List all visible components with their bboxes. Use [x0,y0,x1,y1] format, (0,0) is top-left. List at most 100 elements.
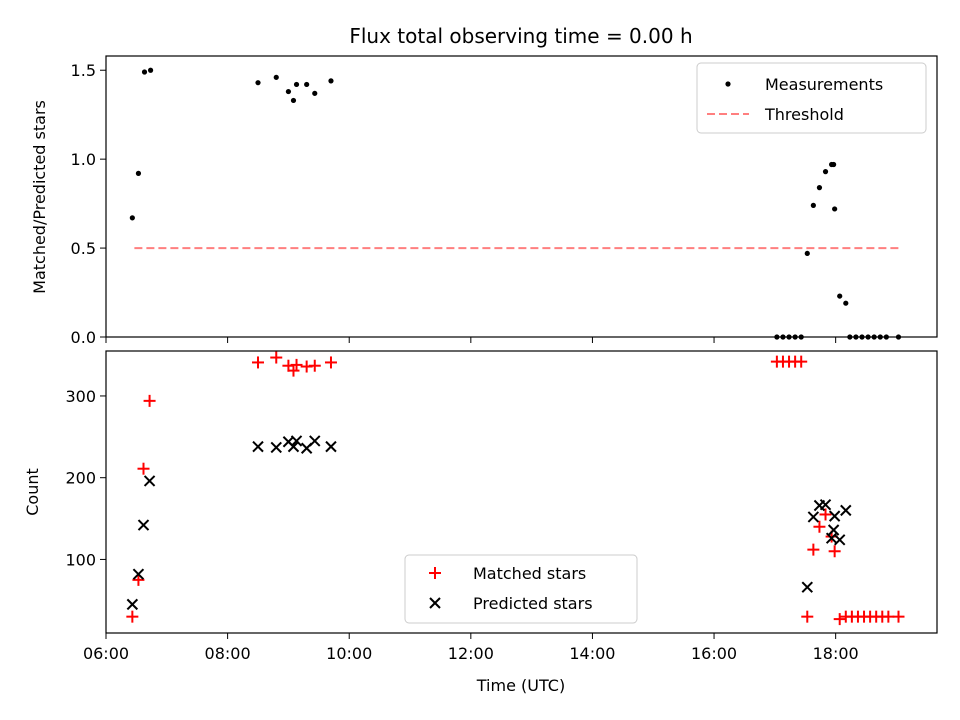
measurement-point [832,206,838,212]
bottom-legend: Matched stars Predicted stars [404,554,638,624]
predicted-star-point [126,598,139,611]
legend-threshold-label: Threshold [764,105,844,124]
matched-star-point [270,351,283,364]
bottom-x-tick-label: 06:00 [83,644,129,663]
predicted-star-stroke-b [143,475,156,487]
top-axes-frame [105,55,938,338]
predicted-star-point [827,524,840,536]
chart-title: Flux total observing time = 0.00 h [349,24,692,48]
top-plot-area: 0.0 0.5 1.0 1.5 [71,61,902,347]
predicted-star-point [834,534,846,546]
bottom-y-tick-label: 100 [65,550,96,569]
predicted-star-stroke-b [801,581,813,593]
top-y-tick-label: 0.0 [71,328,96,347]
legend-predicted-marker [429,597,441,609]
matched-star-point [252,356,265,369]
measurement-point [843,300,849,306]
bottom-y-tick-label: 200 [65,469,96,488]
bottom-x-tick-label: 16:00 [691,644,737,663]
matched-star-point [807,543,820,556]
predicted-star-stroke-b [137,519,150,531]
bottom-y-axis-label: Count [23,468,42,516]
predicted-star-stroke-b [126,598,139,611]
predicted-star-point [325,440,337,453]
predicted-star-point [270,441,282,454]
matched-star-point [813,520,826,533]
measurement-point [141,69,148,75]
legend-predicted-label: Predicted stars [473,594,593,613]
predicted-star-stroke-b [834,534,846,546]
bottom-x-tick-label: 10:00 [326,644,372,663]
legend-measurements-label: Measurements [765,75,883,94]
measurement-point [804,250,810,257]
bottom-y-tick-label: 300 [65,387,96,406]
x-axis-label: Time (UTC) [476,676,565,695]
matched-star-point [324,356,337,369]
legend-measurements-marker [725,81,731,87]
matched-star-point [882,610,895,623]
predicted-star-point [819,498,832,511]
bottom-legend-box [404,554,638,624]
bottom-x-tick-label: 08:00 [205,644,251,663]
predicted-star-stroke-b [819,498,832,511]
legend-matched-label: Matched stars [473,564,586,583]
measurement-point [822,169,829,175]
predicted-star-point [287,440,300,453]
bottom-panel: Count Time (UTC) 100 200 300 06:00 08:00 10:0… [23,350,938,695]
predicted-star-stroke-b [840,504,852,517]
bottom-x-tick-label: 12:00 [448,644,494,663]
top-legend: Measurements Threshold [696,62,927,134]
measurement-point [304,81,310,88]
matched-star-point [833,613,846,626]
matched-star-point [143,394,156,407]
measurement-point [129,215,135,221]
predicted-star-stroke-b [252,440,264,453]
top-y-tick-label: 1.0 [71,150,96,169]
measurement-point [135,170,142,176]
matched-star-point [819,508,832,521]
measurement-point [285,88,292,95]
measurement-point [837,293,843,299]
predicted-star-point [801,581,813,593]
predicted-star-point [137,519,150,531]
measurement-point [816,185,823,191]
predicted-star-stroke-b [827,524,840,536]
legend-matched-marker [429,567,441,579]
predicted-star-point [840,504,852,517]
matched-star-point [795,355,808,368]
top-panel: Matched/Predicted stars 0.0 0.5 1.0 1.5 Mea… [30,55,938,347]
predicted-star-point [252,440,264,453]
matched-star-point [828,545,841,558]
matched-star-point [801,610,814,623]
bottom-x-tick-label: 14:00 [569,644,615,663]
predicted-star-point [132,568,145,580]
top-y-axis-label: Matched/Predicted stars [30,100,49,294]
predicted-star-point [309,435,321,447]
measurement-point [290,97,297,104]
predicted-star-stroke-b [807,511,820,523]
predicted-star-stroke-b [132,568,145,580]
bottom-plot-area: 100 200 300 06:00 08:00 10:00 12:00 14:00 16:00 1… [65,351,905,663]
bottom-axes-frame [105,350,938,634]
predicted-star-stroke-b [325,440,337,453]
predicted-star-stroke-b [290,435,303,447]
measurement-point [293,81,300,88]
predicted-star-stroke-b [287,440,300,453]
matched-star-point [132,573,145,586]
bottom-x-tick-label: 18:00 [813,644,859,663]
predicted-star-point [290,435,303,447]
predicted-star-point [143,475,156,487]
predicted-star-point [828,510,841,522]
top-y-tick-label: 0.5 [71,239,96,258]
measurement-point [255,80,261,86]
matched-star-point [892,610,905,623]
measurement-point [273,74,279,80]
matched-star-point [308,359,321,372]
matched-star-point [137,462,150,475]
predicted-star-stroke-b [309,435,321,447]
measurement-point [328,78,334,84]
measurement-point [312,90,318,96]
top-y-tick-label: 1.5 [71,61,96,80]
predicted-star-stroke-b [828,510,841,522]
